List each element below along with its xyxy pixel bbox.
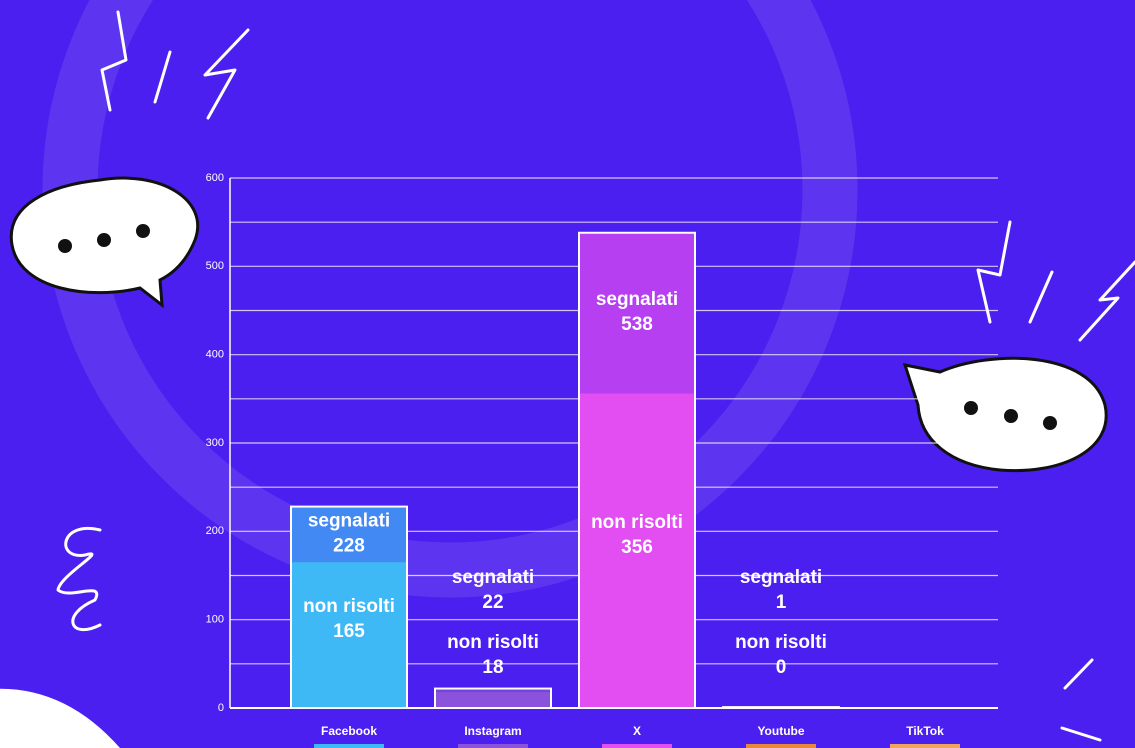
- data-label-name: segnalati: [740, 567, 822, 588]
- legend-swatch: [602, 744, 672, 748]
- legend-swatch: [746, 744, 816, 748]
- data-label: 22: [482, 592, 503, 613]
- y-tick-label: 500: [206, 260, 224, 272]
- bar: [580, 393, 694, 707]
- data-label: 538: [621, 314, 653, 335]
- speech-bubble: [9, 176, 200, 309]
- y-tick-label: 400: [206, 349, 224, 361]
- data-label-name: segnalati: [452, 567, 534, 588]
- x-tick-label: Facebook: [321, 724, 377, 738]
- bar: [722, 706, 840, 709]
- decor-ring: [42, 0, 858, 598]
- decor-blob: [0, 688, 120, 748]
- data-label: 228: [333, 535, 365, 556]
- x-tick-label: TikTok: [906, 724, 944, 738]
- data-label: 1: [776, 592, 787, 613]
- bar: [436, 692, 550, 707]
- y-tick-label: 300: [206, 437, 224, 449]
- data-label: 0: [776, 657, 787, 678]
- x-tick-label: X: [633, 724, 641, 738]
- x-tick-label: Instagram: [464, 724, 521, 738]
- legend-swatch: [314, 744, 384, 748]
- plot: 0 100 200 300 400 500 600 Facebook segnalati 228 n…: [206, 172, 998, 748]
- decor-lines: [56, 10, 1135, 742]
- data-label: 18: [482, 657, 503, 678]
- data-label-name: non risolti: [591, 512, 683, 533]
- data-label-name: non risolti: [735, 632, 827, 653]
- data-label: 356: [621, 537, 653, 558]
- y-tick-label: 200: [206, 525, 224, 537]
- bar: [292, 562, 406, 707]
- legend-swatch: [890, 744, 960, 748]
- data-label-name: non risolti: [303, 596, 395, 617]
- y-tick-label: 100: [206, 614, 224, 626]
- y-tick-label: 0: [218, 702, 224, 714]
- data-label-name: non risolti: [447, 632, 539, 653]
- legend-swatch: [458, 744, 528, 748]
- y-tick-label: 600: [206, 172, 224, 184]
- speech-bubble: [902, 356, 1108, 473]
- data-label-name: segnalati: [308, 510, 390, 531]
- data-label: 165: [333, 621, 365, 642]
- x-tick-label: Youtube: [757, 724, 804, 738]
- data-label-name: segnalati: [596, 289, 678, 310]
